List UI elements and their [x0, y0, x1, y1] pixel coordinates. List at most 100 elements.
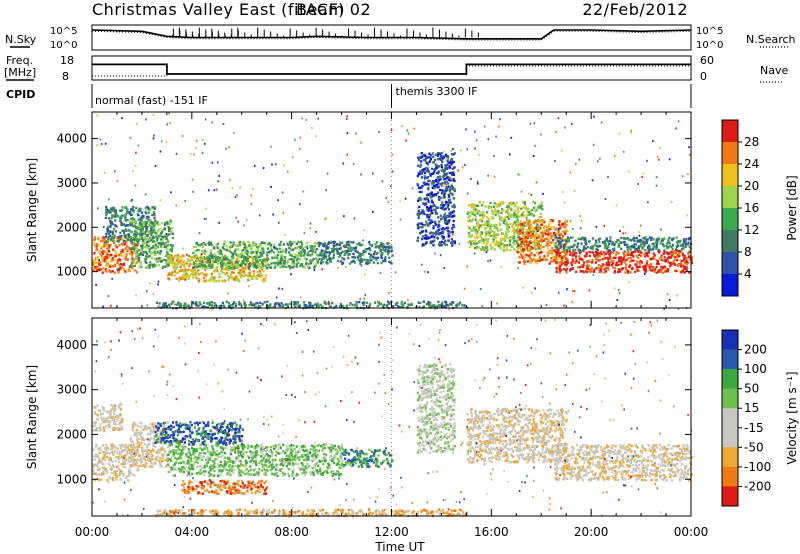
heat-cell	[603, 268, 606, 271]
heat-cell	[556, 262, 560, 265]
heat-noise	[234, 196, 237, 198]
heat-noise	[175, 152, 178, 155]
heat-cell	[107, 211, 110, 214]
heat-cell	[311, 250, 314, 253]
heat-cell	[445, 202, 448, 206]
heat-cell	[558, 261, 562, 264]
heat-ytick-label: 1000	[56, 265, 87, 279]
heat-cell	[320, 260, 323, 263]
heat-cell	[535, 220, 538, 223]
heat-cell	[211, 264, 214, 267]
heat-cell	[471, 217, 474, 221]
heat-cell	[115, 213, 118, 217]
heat-cell	[584, 239, 587, 242]
heat-cell	[669, 265, 672, 268]
heat-cell	[560, 262, 563, 265]
heat-cell	[425, 182, 428, 186]
heat-cell	[345, 304, 348, 308]
heat-noise	[272, 213, 274, 216]
heat-cell	[340, 251, 343, 255]
heat-cell	[200, 267, 203, 270]
heat-cell	[311, 259, 314, 262]
heat-cell	[293, 241, 296, 244]
heat-cell	[296, 257, 299, 260]
heat-cell	[581, 270, 584, 273]
heat-cell	[385, 245, 388, 249]
heat-cell	[285, 303, 288, 306]
heat-cell	[557, 229, 560, 233]
heat-cell	[266, 300, 269, 303]
heat-cell	[518, 256, 521, 259]
heat-cell	[174, 267, 177, 270]
heat-cell	[583, 261, 586, 264]
heat-cell	[357, 256, 360, 259]
heat-cell	[583, 270, 586, 273]
heat-cell	[479, 201, 482, 204]
heat-cell	[157, 234, 160, 238]
heat-cell	[100, 247, 103, 250]
heat-cell	[481, 248, 484, 251]
heat-cell	[417, 199, 420, 202]
heat-cell	[137, 218, 140, 221]
heat-cell	[223, 305, 226, 308]
heat-cell	[571, 267, 574, 271]
heat-cell	[644, 264, 647, 267]
heat-cell	[578, 255, 581, 258]
heat-noise	[353, 217, 356, 220]
heat-cell	[259, 244, 262, 247]
heat-cell	[490, 234, 493, 238]
heat-cell	[380, 253, 383, 256]
heat-cell	[131, 261, 134, 265]
heat-cell	[279, 243, 282, 246]
heat-cell	[120, 254, 123, 257]
heat-cell	[527, 231, 530, 235]
heat-noise	[240, 244, 243, 247]
heat-cell	[315, 257, 318, 260]
heat-cell	[448, 161, 451, 164]
heat-cell	[452, 224, 455, 227]
heat-cell	[318, 257, 321, 261]
heat-cell	[154, 229, 157, 232]
heat-cell	[233, 263, 236, 267]
heat-cell	[267, 247, 270, 250]
heat-cell	[180, 258, 183, 261]
heat-cell	[585, 267, 588, 270]
heat-cell	[297, 252, 300, 255]
heat-cell	[608, 242, 611, 246]
heat-cell	[260, 250, 263, 253]
heat-cell	[644, 237, 647, 241]
heat-noise	[487, 138, 490, 141]
heat-cell	[666, 242, 669, 245]
heat-cell	[117, 254, 120, 257]
heat-cell	[539, 246, 542, 249]
heat-cell	[272, 251, 275, 254]
heat-cell	[606, 240, 609, 243]
heat-cell	[449, 198, 452, 202]
heat-cell	[525, 208, 528, 211]
heat-cell	[240, 252, 243, 255]
heat-cell	[371, 255, 374, 259]
heat-cell	[135, 261, 138, 264]
heat-noise	[618, 260, 621, 263]
heat-cell	[213, 302, 216, 305]
heat-cell	[127, 270, 130, 273]
heat-cell	[504, 239, 507, 242]
heat-cell	[235, 260, 238, 264]
heat-cell	[476, 224, 479, 227]
heat-cell	[126, 218, 129, 222]
heat-cell	[520, 213, 523, 216]
heat-cell	[301, 244, 304, 247]
heat-cell	[384, 256, 387, 259]
heat-cell	[360, 260, 363, 263]
heat-cell	[123, 257, 126, 260]
heat-cell	[557, 247, 560, 250]
heat-cell	[588, 240, 591, 243]
heat-cell	[159, 241, 162, 245]
heat-cell	[170, 232, 173, 235]
heat-cell	[509, 239, 512, 242]
heat-cell	[645, 262, 648, 265]
freq-ytick-right-bottom: 0	[700, 70, 707, 83]
heat-cell	[447, 235, 450, 238]
heat-noise	[657, 158, 660, 161]
heat-cell	[213, 247, 216, 250]
